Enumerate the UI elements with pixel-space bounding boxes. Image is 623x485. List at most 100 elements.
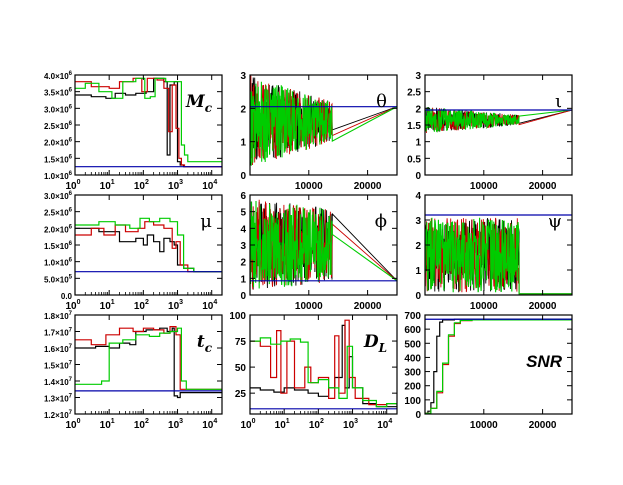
panel-theta: 0 1 2 3 10000 20000 θ: [240, 71, 398, 192]
panel-label-mu: μ: [200, 211, 212, 232]
y-tick-label-tc: 1.7×107: [44, 328, 73, 338]
y-tick-label-Mc: 3.5×106: [44, 88, 73, 98]
plot-area-mu: [75, 217, 222, 273]
y-tick-label-Mc: 3.0×106: [44, 104, 73, 114]
series-line-mu-0: [75, 227, 222, 273]
y-tick-label-SNR: 600: [404, 325, 421, 336]
trace-iota-2: [425, 107, 572, 133]
panel-phi: 0 1 2 3 4 5 6 10000 20000 ϕ: [240, 191, 398, 312]
trace-phi-2: [250, 200, 397, 289]
panel-label-psi: ψ: [548, 211, 562, 232]
x-tick-label-DL: 103: [343, 418, 358, 431]
panel-tc: 1.2×107 1.3×107 1.4×107 1.5×107 1.6×107 1.7×1…: [44, 311, 223, 431]
y-tick-label-iota: 3: [415, 71, 421, 82]
x-tick-label-psi: 20000: [529, 301, 557, 312]
y-tick-label-SNR: 300: [404, 368, 421, 379]
y-tick-label-theta: 0: [240, 171, 246, 182]
y-tick-label-mu: 5.0×105: [44, 274, 73, 284]
panel-label-tc: tc: [197, 332, 213, 355]
series-line-DL-2: [250, 337, 397, 408]
y-tick-label-DL: 25: [235, 389, 247, 400]
y-tick-label-phi: 1: [240, 274, 246, 285]
y-tick-label-SNR: 0: [415, 410, 421, 421]
y-tick-label-iota: 2: [415, 104, 421, 115]
panel-label-theta: θ: [376, 91, 387, 112]
y-tick-label-SNR: 200: [404, 382, 421, 393]
x-tick-label-phi: 10000: [295, 301, 323, 312]
y-tick-label-SNR: 400: [404, 353, 421, 364]
y-tick-label-SNR: 100: [404, 396, 421, 407]
plot-area-psi: [425, 214, 572, 295]
x-tick-label-tc: 100: [65, 418, 80, 431]
axes-frame-DL: [249, 314, 398, 415]
y-tick-label-iota: 1: [415, 138, 421, 149]
x-tick-label-SNR: 10000: [470, 420, 498, 431]
y-tick-label-psi: 3: [415, 216, 421, 227]
panel-iota: 0 0.5 1 1.5 2 2.5 3 10000 20000 ι: [407, 71, 573, 192]
panel-Mc: 1.0×106 1.5×106 2.0×106 2.5×106 3.0×106 3.5×1…: [44, 71, 223, 192]
x-tick-label-tc: 101: [100, 418, 115, 431]
y-tick-label-phi: 0: [240, 291, 246, 302]
axes-frame-SNR: [424, 314, 573, 415]
y-tick-label-DL: 75: [235, 337, 247, 348]
x-tick-label-tc: 104: [202, 418, 217, 431]
y-tick-label-Mc: 4.0×106: [44, 71, 73, 81]
panel-SNR: 0 100 200 300 400 500 600 700 10000 20000 SNR: [404, 311, 573, 431]
x-tick-label-DL: 100: [240, 418, 255, 431]
plot-area-tc: [75, 326, 222, 399]
x-tick-label-tc: 103: [168, 418, 183, 431]
panel-DL: 25 50 75 100 100 101 102 103 104 DL: [229, 311, 398, 431]
series-line-SNR-2: [425, 319, 572, 414]
trace-theta-2: [250, 81, 397, 166]
y-tick-label-DL: 100: [229, 311, 246, 322]
panel-label-Mc: Mc: [185, 92, 213, 115]
x-tick-label-mu: 101: [100, 299, 115, 312]
x-tick-label-Mc: 101: [100, 179, 115, 192]
y-tick-label-iota: 2.5: [407, 88, 421, 99]
series-line-Mc-2: [75, 77, 222, 163]
y-tick-label-tc: 1.8×107: [44, 311, 73, 321]
panel-label-phi: ϕ: [375, 211, 387, 232]
y-tick-label-mu: 2.5×106: [44, 208, 73, 218]
plot-area-iota: [425, 107, 572, 134]
trace-theta-1: [250, 75, 397, 166]
panel-label-DL: DL: [363, 332, 387, 355]
x-tick-label-tc: 102: [134, 418, 149, 431]
x-tick-label-psi: 10000: [470, 301, 498, 312]
y-tick-label-mu: 1.5×106: [44, 241, 73, 251]
plot-area-Mc: [75, 77, 222, 168]
x-tick-label-DL: 101: [275, 418, 290, 431]
y-tick-label-theta: 2: [240, 104, 246, 115]
y-tick-label-tc: 1.3×107: [44, 394, 73, 404]
y-tick-label-mu: 0.0: [61, 292, 73, 301]
y-tick-label-tc: 1.5×107: [44, 361, 73, 371]
series-line-Mc-1: [75, 77, 222, 168]
y-tick-label-psi: 4: [415, 191, 421, 202]
series-line-DL-1: [250, 319, 397, 406]
y-tick-label-psi: 1: [415, 266, 421, 277]
x-tick-label-phi: 20000: [354, 301, 382, 312]
y-tick-label-tc: 1.2×107: [44, 410, 73, 420]
y-tick-label-phi: 5: [240, 208, 246, 219]
x-tick-label-DL: 104: [377, 418, 392, 431]
y-tick-label-phi: 6: [240, 191, 246, 202]
panel-label-iota: ι: [555, 91, 562, 112]
panel-label-SNR: SNR: [526, 352, 563, 371]
series-line-mu-2: [75, 217, 222, 273]
y-tick-label-theta: 3: [240, 71, 246, 82]
x-tick-label-SNR: 20000: [529, 420, 557, 431]
panel-mu: 0.0 5.0×105 1.0×106 1.5×106 2.0×106 2.5×106 3.…: [44, 191, 223, 312]
y-tick-label-tc: 1.4×107: [44, 377, 73, 387]
y-tick-label-iota: 1.5: [407, 121, 421, 132]
y-tick-label-iota: 0: [415, 171, 421, 182]
x-tick-label-Mc: 102: [134, 179, 149, 192]
y-tick-label-mu: 3.0×106: [44, 191, 73, 201]
y-tick-label-iota: 0.5: [407, 154, 421, 165]
x-tick-label-theta: 20000: [354, 181, 382, 192]
y-tick-label-Mc: 1.0×106: [44, 171, 73, 181]
y-tick-label-phi: 2: [240, 258, 246, 269]
plot-area-DL: [250, 319, 397, 410]
series-line-tc-2: [75, 327, 222, 390]
y-tick-label-Mc: 2.5×106: [44, 121, 73, 131]
x-tick-label-Mc: 104: [202, 179, 217, 192]
